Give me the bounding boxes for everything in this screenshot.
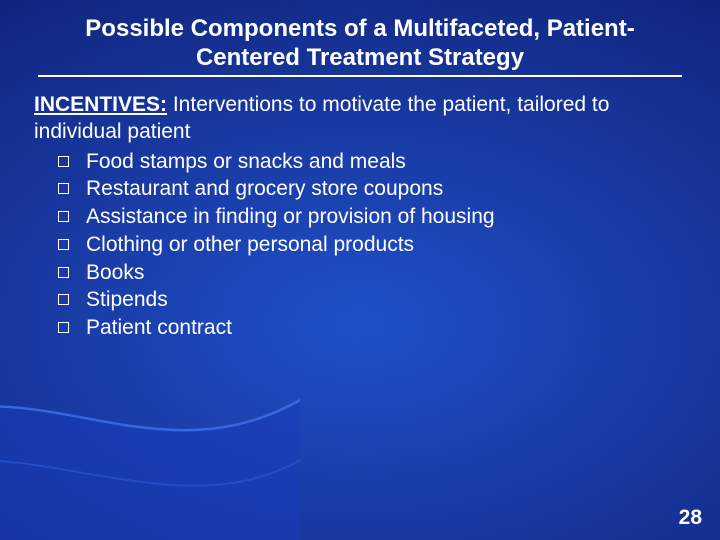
slide-title: Possible Components of a Multifaceted, P… <box>38 14 682 77</box>
list-item: Stipends <box>58 286 692 314</box>
list-item: Food stamps or snacks and meals <box>58 148 692 176</box>
list-item: Books <box>58 259 692 287</box>
bullet-text: Stipends <box>86 288 168 311</box>
content-block: INCENTIVES: Interventions to motivate th… <box>34 92 692 342</box>
list-item: Patient contract <box>58 314 692 342</box>
lead-paragraph: INCENTIVES: Interventions to motivate th… <box>34 92 692 146</box>
lead-label: INCENTIVES: <box>34 93 167 116</box>
bullet-text: Restaurant and grocery store coupons <box>86 177 443 200</box>
list-item: Clothing or other personal products <box>58 231 692 259</box>
bullet-text: Books <box>86 261 144 284</box>
page-number: 28 <box>679 506 702 530</box>
list-item: Assistance in finding or provision of ho… <box>58 203 692 231</box>
decorative-swoosh <box>0 360 300 540</box>
title-container: Possible Components of a Multifaceted, P… <box>0 14 720 77</box>
bullet-text: Clothing or other personal products <box>86 233 414 256</box>
bullet-text: Assistance in finding or provision of ho… <box>86 205 495 228</box>
bullet-list: Food stamps or snacks and meals Restaura… <box>34 148 692 342</box>
bullet-text: Patient contract <box>86 316 232 339</box>
bullet-text: Food stamps or snacks and meals <box>86 150 406 173</box>
list-item: Restaurant and grocery store coupons <box>58 175 692 203</box>
